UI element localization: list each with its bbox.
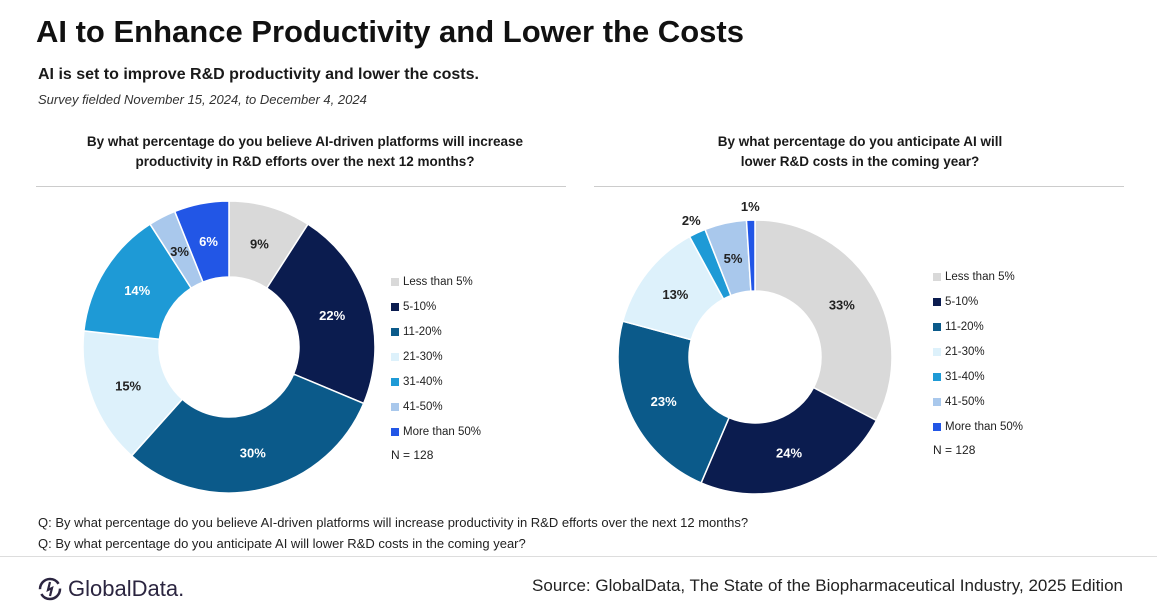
legend-item: 31-40% (933, 364, 1023, 389)
legend-swatch (391, 377, 399, 386)
footnote-q2: Q: By what percentage do you anticipate … (38, 536, 526, 551)
data-label: 3% (170, 244, 189, 259)
legend-item: 21-30% (933, 339, 1023, 364)
divider (594, 186, 1124, 187)
data-label: 5% (724, 251, 743, 266)
donut-slice (130, 373, 365, 494)
legend-item: 41-50% (391, 394, 481, 419)
data-label: 33% (829, 297, 855, 312)
data-label: 1% (741, 199, 760, 214)
sample-size: N = 128 (391, 448, 434, 462)
data-label: 15% (115, 379, 141, 394)
logo-text: GlobalData. (68, 576, 185, 601)
legend-swatch (933, 422, 941, 431)
legend-label: 41-50% (403, 400, 443, 413)
legend-item: Less than 5% (391, 269, 481, 294)
legend-item: 11-20% (391, 319, 481, 344)
legend-label: Less than 5% (403, 275, 473, 288)
chart2-legend: Less than 5% 5-10% 11-20% 21-30% 31-40% 41-50… (933, 264, 1023, 457)
donut-slice (745, 219, 756, 292)
legend-label: More than 50% (403, 425, 481, 438)
donut-slice (617, 320, 731, 484)
divider (0, 556, 1157, 557)
legend-item: More than 50% (933, 414, 1023, 439)
legend-swatch (391, 402, 399, 411)
legend-swatch (391, 302, 399, 311)
legend-swatch (933, 272, 941, 281)
legend-item: 31-40% (391, 369, 481, 394)
data-label: 22% (319, 308, 345, 323)
page-title: AI to Enhance Productivity and Lower the… (36, 14, 744, 49)
footnote-q1: Q: By what percentage do you believe AI-… (38, 515, 749, 530)
chart1-title: By what percentage do you believe AI-dri… (86, 134, 524, 169)
legend-label: 5-10% (945, 295, 979, 308)
legend-label: 11-20% (403, 325, 442, 338)
legend-label: 31-40% (945, 370, 985, 383)
chart1-legend: Less than 5% 5-10% 11-20% 21-30% 31-40% 41-50… (391, 269, 481, 462)
legend-swatch (391, 427, 399, 436)
survey-date: Survey fielded November 15, 2024, to Dec… (38, 92, 367, 107)
legend-item: Less than 5% (933, 264, 1023, 289)
source-text: Source: GlobalData, The State of the Bio… (532, 576, 1123, 595)
divider (36, 186, 566, 187)
legend-swatch (933, 297, 941, 306)
legend-swatch (933, 347, 941, 356)
data-label: 6% (199, 234, 218, 249)
data-label: 2% (682, 213, 701, 228)
donut-slice (265, 223, 376, 405)
globaldata-logo: GlobalData. (38, 574, 184, 604)
data-label: 24% (776, 446, 802, 461)
donut-slice (754, 219, 893, 422)
data-label: 14% (124, 283, 150, 298)
legend-label: 31-40% (403, 375, 443, 388)
legend-swatch (933, 397, 941, 406)
legend-swatch (391, 352, 399, 361)
legend-label: 41-50% (945, 395, 985, 408)
data-label: 9% (250, 236, 269, 251)
legend-label: Less than 5% (945, 270, 1015, 283)
donut-slice (173, 200, 230, 283)
legend-swatch (391, 277, 399, 286)
legend-label: 21-30% (403, 350, 443, 363)
data-label: 23% (651, 394, 677, 409)
donut-slice (700, 386, 878, 495)
legend-swatch (933, 372, 941, 381)
legend-item: 5-10% (391, 294, 481, 319)
data-label: 30% (240, 445, 266, 460)
data-label: 13% (662, 287, 688, 302)
legend-item: 5-10% (933, 289, 1023, 314)
subtitle: AI is set to improve R&D productivity an… (38, 66, 479, 83)
sample-size: N = 128 (933, 443, 976, 457)
legend-label: 5-10% (403, 300, 437, 313)
legend-label: More than 50% (945, 420, 1023, 433)
legend-swatch (391, 327, 399, 336)
legend-swatch (933, 322, 941, 331)
legend-label: 21-30% (945, 345, 985, 358)
legend-label: 11-20% (945, 320, 984, 333)
legend-item: More than 50% (391, 419, 481, 444)
logo-icon (38, 577, 62, 601)
legend-item: 21-30% (391, 344, 481, 369)
legend-item: 41-50% (933, 389, 1023, 414)
legend-item: 11-20% (933, 314, 1023, 339)
chart2-title: By what percentage do you anticipate AI … (717, 134, 1003, 169)
